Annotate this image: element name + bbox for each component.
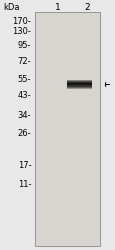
Bar <box>66 85 91 86</box>
Bar <box>66 80 91 81</box>
Text: 2: 2 <box>83 2 89 12</box>
Text: kDa: kDa <box>3 2 20 12</box>
Text: 130-: 130- <box>12 27 31 36</box>
Text: 55-: 55- <box>18 76 31 84</box>
Text: 170-: 170- <box>12 17 31 26</box>
Text: 95-: 95- <box>18 40 31 50</box>
Text: 11-: 11- <box>18 180 31 189</box>
Text: 17-: 17- <box>18 160 31 170</box>
Bar <box>66 84 91 85</box>
Bar <box>66 80 91 81</box>
Bar <box>34 12 99 245</box>
Text: 26-: 26- <box>18 129 31 138</box>
Bar <box>66 88 91 89</box>
Text: 34-: 34- <box>18 110 31 120</box>
Bar <box>66 83 91 84</box>
Text: 43-: 43- <box>18 91 31 100</box>
Bar <box>66 86 91 87</box>
Bar <box>66 81 91 82</box>
Bar <box>66 87 91 88</box>
Text: 1: 1 <box>55 2 60 12</box>
Bar <box>66 82 91 83</box>
Bar <box>66 85 91 86</box>
Bar <box>66 83 91 84</box>
Bar <box>66 86 91 87</box>
Bar <box>66 84 91 85</box>
Text: 72-: 72- <box>18 58 31 66</box>
